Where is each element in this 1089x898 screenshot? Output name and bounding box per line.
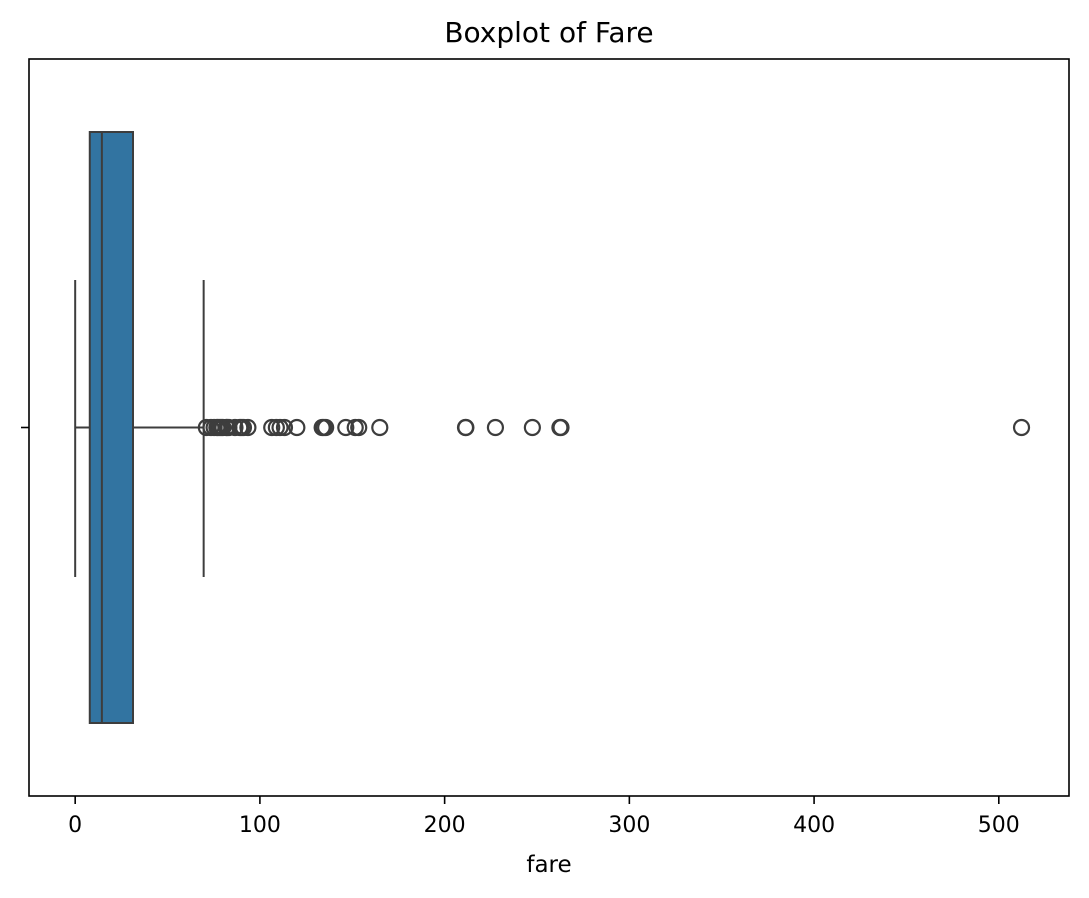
x-tick-label: 500 <box>978 813 1020 838</box>
chart-title: Boxplot of Fare <box>444 16 653 49</box>
outlier-point <box>523 418 541 437</box>
outlier-point <box>288 418 306 437</box>
plot-area <box>74 131 1031 724</box>
outlier-point <box>486 418 505 437</box>
x-tick-label: 0 <box>68 813 82 838</box>
x-tick-label: 400 <box>793 813 835 838</box>
x-axis: 0 100 200 300 400 500 <box>68 796 1020 838</box>
outlier-point <box>457 418 475 437</box>
iqr-box <box>88 131 134 724</box>
outlier-point <box>346 418 364 437</box>
outlier-point <box>350 418 368 437</box>
outlier-point <box>337 418 355 437</box>
x-tick-label: 300 <box>608 813 650 838</box>
outlier-point <box>1012 418 1031 437</box>
outlier-point <box>275 418 294 437</box>
outlier-point <box>371 418 389 437</box>
x-tick-label: 100 <box>239 813 281 838</box>
x-tick-label: 200 <box>424 813 466 838</box>
outlier-point <box>239 418 257 437</box>
outlier-point <box>263 418 281 437</box>
outlier-point <box>552 418 570 437</box>
x-axis-label: fare <box>526 852 571 878</box>
outlier-point <box>317 418 335 437</box>
outlier-point <box>226 418 244 437</box>
outlier-point <box>271 418 289 437</box>
outlier-point <box>234 418 253 437</box>
